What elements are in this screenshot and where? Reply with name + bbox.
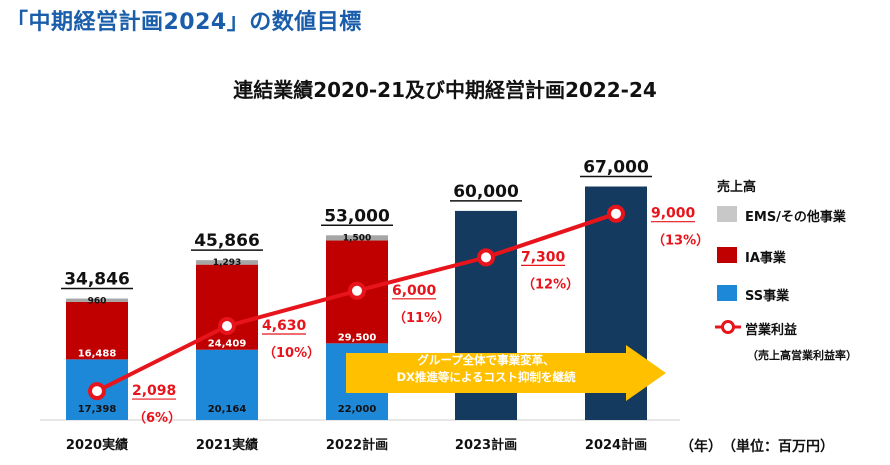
segment-label: 24,409: [208, 339, 247, 350]
legend-note: （売上高営業利益率）: [747, 349, 857, 362]
total-label: 45,866: [194, 231, 260, 251]
operating-profit-point: [88, 382, 106, 401]
x-tick-label: 2020実績: [66, 437, 128, 453]
segment-label: 22,000: [338, 404, 377, 415]
operating-profit-point: [477, 248, 495, 267]
strategy-arrow: [346, 345, 666, 401]
legend-line-marker-icon: [715, 320, 741, 334]
operating-margin-label: （11%）: [393, 310, 450, 326]
total-label: 53,000: [324, 206, 390, 226]
legend-label-ia: IA事業: [745, 251, 786, 266]
operating-profit-label: 7,300: [521, 249, 566, 265]
bar-segment-ss: [196, 349, 258, 420]
strategy-arrow-line-2: DX推進等によるコスト抑制を継続: [396, 370, 576, 384]
operating-profit-label: 9,000: [651, 206, 696, 222]
operating-margin-label: （13%）: [652, 233, 709, 249]
operating-profit-label: 4,630: [262, 318, 307, 334]
total-label: 67,000: [583, 158, 649, 178]
bar-segment-ems: [66, 298, 128, 302]
segment-label: 20,164: [208, 404, 247, 415]
total-label: 34,846: [64, 270, 130, 290]
bar-segment-ems: [326, 235, 388, 241]
operating-profit-point: [218, 317, 236, 336]
operating-margin-label: （10%）: [263, 345, 320, 361]
page-title: 「中期経営計画2024」の数値目標: [6, 10, 362, 35]
segment-label: 17,398: [78, 404, 117, 415]
legend-swatch-ems: [717, 206, 737, 222]
segment-label: 1,293: [213, 258, 241, 268]
operating-profit-label: 6,000: [392, 283, 437, 299]
segment-label: 960: [88, 297, 107, 307]
operating-profit-point: [607, 204, 625, 223]
segment-label: 1,500: [343, 233, 371, 243]
legend-swatch-ia: [717, 247, 737, 263]
legend-swatch-ss: [717, 285, 737, 301]
operating-profit-point: [348, 281, 366, 300]
segment-label: 16,488: [78, 348, 117, 359]
operating-margin-label: （6%）: [133, 410, 181, 426]
chart-title: 連結業績2020-21及び中期経営計画2022-24: [233, 78, 657, 102]
x-tick-label: 2024計画: [585, 437, 647, 453]
strategy-arrow-line-1: グループ全体で事業変革、: [417, 353, 555, 367]
bar-segment-ia: [66, 301, 128, 360]
legend-header: 売上高: [717, 180, 757, 195]
x-tick-label: 2023計画: [455, 437, 517, 453]
x-tick-label: 2021実績: [196, 437, 258, 453]
legend-label-ems: EMS/その他事業: [745, 210, 846, 225]
segment-label: 29,500: [338, 332, 377, 343]
legend-label-ss: SS事業: [745, 289, 790, 304]
total-label: 60,000: [453, 182, 519, 202]
legend-label-operating-profit: 営業利益: [745, 323, 798, 338]
bar-segment-ems: [196, 260, 258, 265]
operating-margin-label: （12%）: [522, 276, 579, 292]
x-tick-label: 2022計画: [326, 437, 388, 453]
unit-label: （年） （単位：百万円）: [680, 439, 834, 455]
strategy-arrow-text: グループ全体で事業変革、 DX推進等によるコスト抑制を継続: [346, 352, 626, 386]
operating-profit-label: 2,098: [132, 383, 176, 399]
